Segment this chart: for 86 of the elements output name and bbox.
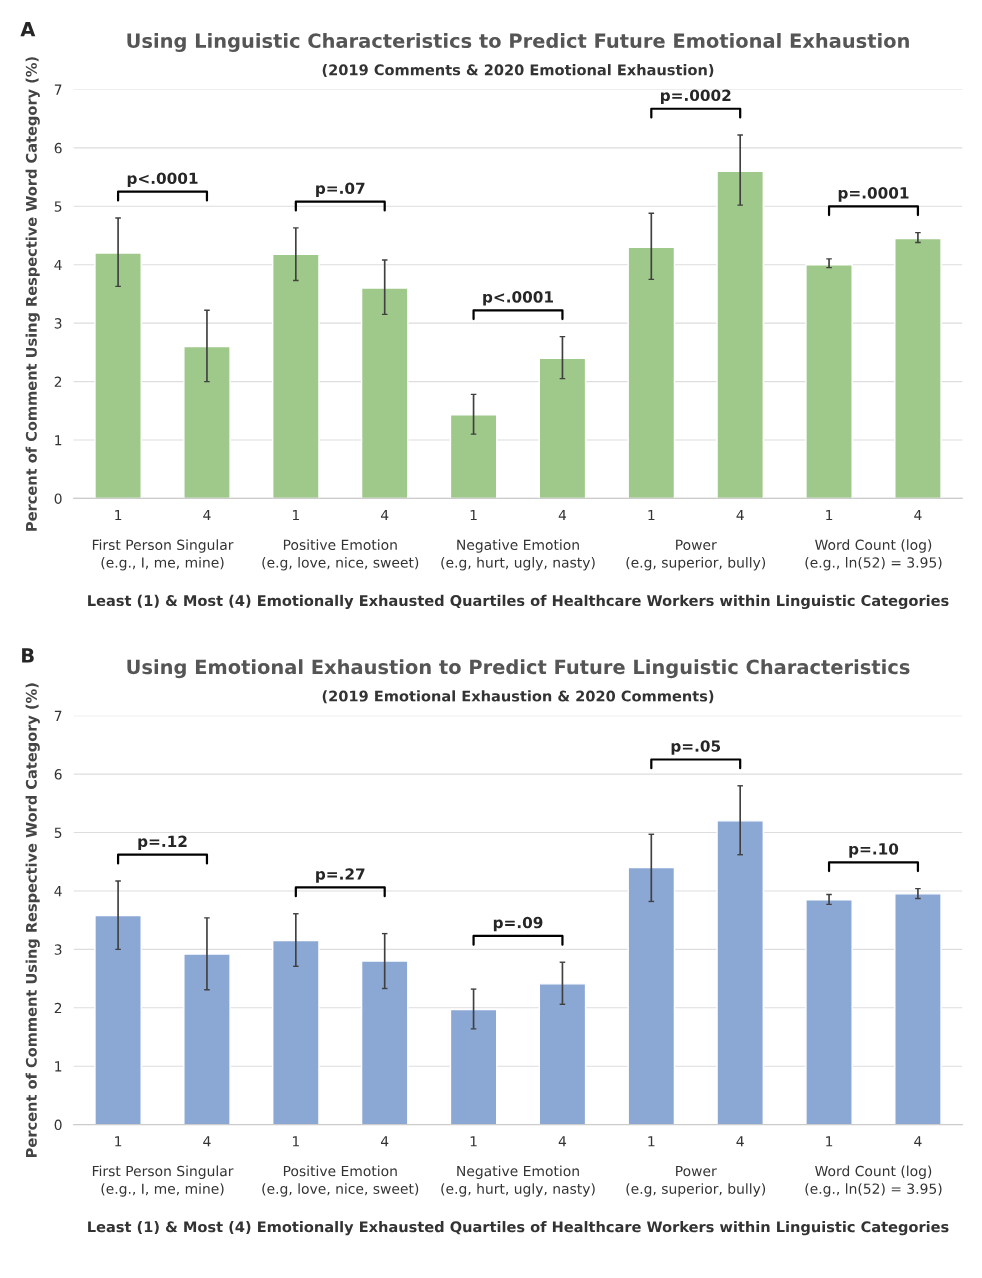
y-axis-title: Percent of Comment Using Respective Word Category (%) (25, 57, 40, 531)
annotation: p=.27 (316, 868, 365, 883)
text: First Person Singular (e.g., I, me, mine) (92, 539, 234, 571)
y-tick-label: 1 (55, 1061, 62, 1072)
bar (716, 820, 764, 1125)
x-axis-title: Least (1) & Most (4) Emotionally Exhausted Quartiles of Healthcare Workers within Linguistic Categories (88, 594, 949, 610)
text: Negative Emotion (e.g, hurt, ugly, nasty) (441, 539, 595, 571)
x-tick-label: 1 (826, 1136, 833, 1147)
bar (805, 264, 853, 499)
x-tick-label: 4 (914, 509, 922, 521)
y-tick-label: 7 (54, 84, 62, 95)
bar (360, 287, 409, 499)
annotation: p=.0002 (661, 89, 731, 105)
y-tick-label: 5 (54, 827, 62, 838)
bar (538, 983, 587, 1125)
x-tick-label: 4 (380, 1136, 389, 1147)
y-axis-title: Percent of Comment Using Respective Word Category (%) (25, 683, 40, 1157)
text: Negative Emotion (e.g, hurt, ugly, nasty) (441, 1165, 595, 1197)
x-tick-label: 1 (115, 1136, 122, 1147)
bar (538, 357, 587, 499)
annotation: p=.09 (493, 916, 543, 932)
y-tick-label: 7 (54, 710, 62, 721)
chart-title: Using Linguistic Characteristics to Predict Future Emotional Exhaustion (127, 33, 909, 52)
x-axis-title: Least (1) & Most (4) Emotionally Exhausted Quartiles of Healthcare Workers within Linguistic Categories (88, 1221, 949, 1236)
chart-subtitle: (2019 Emotional Exhaustion & 2020 Comments) (322, 690, 714, 704)
x-tick-label: 1 (292, 509, 299, 521)
bar (894, 237, 942, 499)
x-tick-label: 4 (736, 1136, 744, 1147)
bar (94, 914, 142, 1125)
x-tick-label: 4 (558, 509, 567, 521)
y-tick-label: 2 (54, 1002, 62, 1014)
x-tick-label: 1 (292, 1136, 299, 1147)
text: Power (e.g, superior, bully) (626, 539, 766, 571)
text: First Person Singular (e.g., I, me, mine) (92, 1165, 234, 1197)
bar (627, 246, 676, 499)
bar (449, 1008, 498, 1125)
text: B (22, 648, 34, 663)
y-tick-label: 6 (54, 142, 62, 154)
bar (449, 414, 498, 499)
chart-title: Using Emotional Exhaustion to Predict Future Linguistic Characteristics (127, 659, 910, 679)
text: Word Count (log) (e.g., ln(52) = 3.95) (805, 539, 942, 571)
annotation: p=.07 (316, 182, 365, 197)
text: A (20, 22, 36, 37)
y-tick-label: 4 (54, 886, 62, 897)
x-tick-label: 1 (648, 1136, 655, 1147)
bar (183, 345, 231, 499)
text: Positive Emotion (e.g, love, nice, sweet) (262, 539, 419, 571)
x-tick-label: 4 (914, 1136, 922, 1147)
bar (94, 252, 142, 499)
x-tick-label: 1 (648, 509, 655, 521)
annotation: p=.12 (138, 835, 187, 851)
x-tick-label: 4 (380, 509, 389, 521)
annotation: p=.10 (849, 843, 899, 858)
chart-subtitle: (2019 Comments & 2020 Emotional Exhaustion) (322, 64, 714, 78)
bar (627, 866, 676, 1125)
bar (716, 170, 764, 499)
bar (360, 960, 409, 1125)
annotation: p<.0001 (127, 172, 198, 188)
x-tick-label: 1 (470, 509, 477, 521)
x-tick-label: 4 (558, 1136, 567, 1147)
x-tick-label: 1 (470, 1136, 477, 1147)
x-tick-label: 4 (736, 509, 744, 521)
y-tick-label: 5 (54, 201, 62, 212)
annotation: p<.0001 (483, 291, 553, 306)
bar (272, 253, 320, 499)
y-tick-label: 2 (54, 376, 62, 387)
text: Positive Emotion (e.g, love, nice, sweet) (262, 1165, 419, 1197)
y-tick-label: 4 (54, 259, 62, 271)
x-tick-label: 4 (203, 1136, 211, 1147)
bar (183, 953, 231, 1125)
x-tick-label: 1 (826, 509, 833, 521)
text: Power (e.g, superior, bully) (626, 1165, 766, 1197)
bar (894, 893, 942, 1125)
x-tick-label: 4 (203, 509, 211, 521)
bar (272, 939, 320, 1125)
y-tick-label: 3 (54, 318, 62, 329)
y-tick-label: 6 (54, 769, 62, 780)
annotation: p=.05 (671, 740, 721, 755)
y-tick-label: 3 (54, 944, 62, 955)
bar (805, 899, 853, 1125)
x-tick-label: 1 (115, 509, 122, 521)
text: Word Count (log) (e.g., ln(52) = 3.95) (805, 1165, 942, 1197)
y-tick-label: 0 (54, 493, 62, 504)
annotation: p=.0001 (838, 187, 909, 202)
y-tick-label: 1 (55, 435, 62, 446)
y-tick-label: 0 (54, 1119, 62, 1131)
